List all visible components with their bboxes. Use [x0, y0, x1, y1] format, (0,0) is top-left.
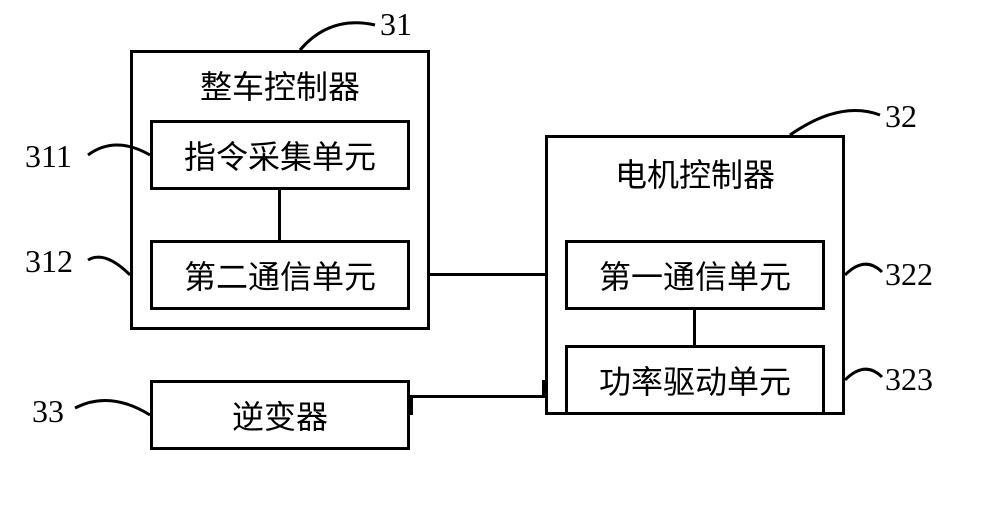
diagram-canvas: 整车控制器 指令采集单元 第二通信单元 电机控制器 第一通信单元 功率驱动单元 … — [0, 0, 1000, 524]
callout-31 — [0, 0, 1000, 524]
